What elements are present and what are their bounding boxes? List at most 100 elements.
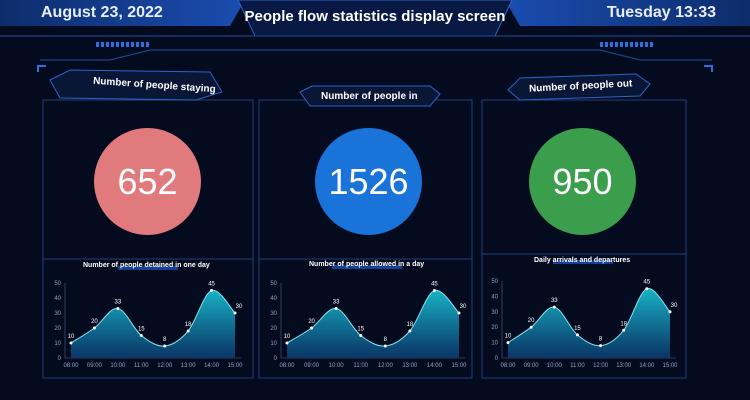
data-label: 33	[333, 300, 340, 306]
x-tick-label: 14:00	[639, 363, 655, 369]
data-label: 45	[644, 280, 651, 286]
staying-count-circle: 652	[94, 128, 201, 235]
x-tick-label: 09:00	[304, 363, 320, 369]
data-label: 18	[185, 322, 192, 328]
data-point	[432, 289, 436, 292]
in-count-circle: 1526	[315, 128, 422, 235]
data-label: 8	[163, 337, 167, 343]
x-tick-label: 15:00	[451, 363, 467, 369]
x-tick-label: 14:00	[427, 363, 443, 369]
y-tick-label: 0	[58, 356, 62, 362]
y-tick-label: 50	[491, 279, 498, 285]
data-label: 20	[528, 318, 535, 324]
y-tick-label: 30	[270, 311, 277, 317]
data-point	[359, 334, 363, 337]
stripe-left	[96, 42, 149, 47]
y-tick-label: 30	[54, 311, 61, 317]
data-point	[457, 311, 461, 315]
data-point	[210, 289, 214, 292]
current-weekday-time: Tuesday 13:33	[606, 4, 716, 21]
x-tick-label: 11:00	[353, 363, 368, 369]
data-point	[552, 305, 556, 309]
data-label: 33	[115, 300, 122, 306]
header-bar: August 23, 2022 People flow statistics d…	[0, 0, 750, 56]
y-tick-label: 0	[495, 356, 499, 362]
x-tick-label: 09:00	[87, 363, 103, 369]
chart-title-out: Daily arrivals and departures	[534, 257, 631, 264]
series-area	[287, 290, 459, 358]
data-label: 18	[620, 321, 627, 327]
data-label: 20	[91, 319, 98, 325]
date-banner	[0, 0, 245, 26]
data-point	[334, 307, 338, 310]
y-tick-label: 10	[270, 341, 277, 347]
data-point	[506, 341, 510, 345]
panel-frame-out	[481, 99, 687, 379]
x-tick-label: 11:00	[134, 363, 149, 369]
data-point	[69, 341, 73, 345]
y-tick-label: 20	[270, 326, 277, 332]
tab-out	[507, 73, 651, 101]
series-area	[71, 290, 235, 358]
data-point	[645, 287, 649, 291]
data-label: 15	[138, 327, 145, 333]
data-point	[139, 334, 143, 337]
area-chart-staying: 0 10 20 30 40 50 10 08:00 20 09:00 33 10:00 15 11:00 8…	[54, 281, 243, 369]
data-label: 18	[407, 322, 414, 328]
data-label: 30	[236, 304, 243, 310]
data-point	[668, 310, 672, 314]
x-tick-label: 08:00	[500, 363, 516, 369]
x-tick-label: 12:00	[593, 363, 609, 369]
tab-in	[299, 85, 441, 107]
data-point	[310, 326, 314, 330]
data-label: 45	[431, 282, 438, 288]
y-tick-label: 20	[54, 326, 61, 332]
x-tick-label: 12:00	[378, 363, 394, 369]
y-tick-label: 40	[491, 294, 498, 300]
data-label: 15	[357, 327, 364, 333]
staying-count: 652	[117, 160, 178, 202]
x-tick-label: 10:00	[547, 363, 563, 369]
out-count: 950	[552, 160, 613, 202]
data-label: 33	[551, 298, 558, 304]
y-tick-label: 50	[270, 281, 277, 287]
data-point	[163, 344, 167, 348]
in-count: 1526	[328, 160, 409, 202]
data-label: 10	[505, 334, 512, 340]
data-label: 10	[284, 334, 291, 340]
x-tick-label: 14:00	[204, 363, 220, 369]
x-tick-label: 13:00	[181, 363, 197, 369]
data-point	[622, 328, 626, 332]
chart-title-in: Number of people allowed in a day	[309, 261, 425, 268]
data-point	[408, 329, 412, 333]
tab-staying	[49, 69, 223, 101]
x-tick-label: 08:00	[63, 363, 79, 369]
chart-title-staying: Number of people detained in one day	[83, 262, 210, 269]
y-tick-label: 20	[491, 325, 498, 331]
data-point	[285, 341, 289, 345]
data-label: 10	[68, 334, 75, 340]
y-tick-label: 10	[54, 341, 61, 347]
panel-frame-staying	[42, 99, 254, 379]
data-point	[92, 326, 96, 330]
data-label: 8	[384, 337, 388, 343]
x-tick-label: 09:00	[524, 363, 540, 369]
data-label: 30	[671, 303, 678, 309]
data-point	[116, 307, 120, 310]
data-label: 30	[460, 304, 467, 310]
area-chart-in: 0 10 20 30 40 50 10 08:00 20 09:00 33 10:00 15 11:00 8…	[270, 281, 467, 369]
x-tick-label: 08:00	[279, 363, 295, 369]
time-banner	[505, 0, 750, 26]
x-tick-label: 15:00	[662, 363, 678, 369]
out-count-circle: 950	[529, 128, 636, 235]
data-point	[383, 344, 387, 348]
series-line	[286, 289, 460, 347]
panel-title-in: Number of people in	[321, 91, 418, 102]
y-tick-label: 10	[491, 341, 498, 347]
data-label: 45	[208, 282, 215, 288]
x-tick-label: 10:00	[329, 363, 345, 369]
y-tick-label: 40	[270, 296, 277, 302]
data-point	[575, 333, 579, 337]
y-tick-label: 40	[54, 296, 61, 302]
x-tick-label: 13:00	[616, 363, 632, 369]
